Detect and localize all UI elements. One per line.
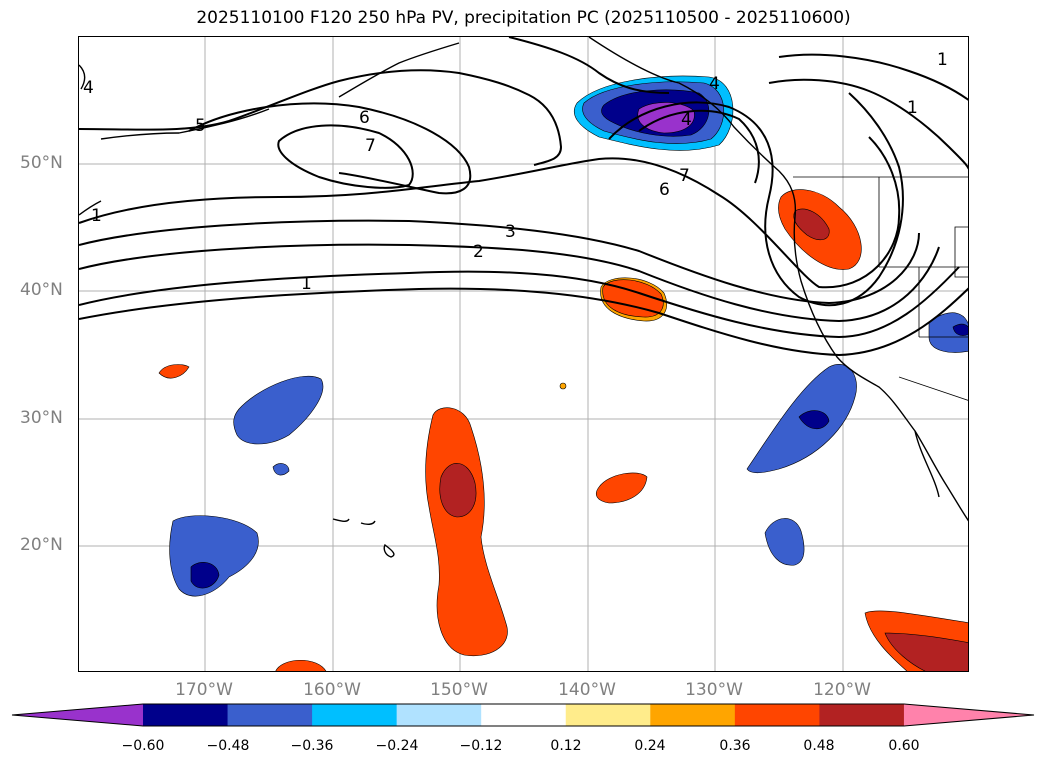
pv-contour-1 bbox=[79, 266, 960, 339]
precip-neg-20n-170w-core bbox=[190, 562, 220, 589]
contour-label: 4 bbox=[681, 110, 692, 130]
lon-tick-170w: 170°W bbox=[175, 680, 233, 700]
colorbar-outline bbox=[11, 703, 1035, 727]
precip-pos-33n bbox=[158, 364, 190, 379]
precip-neg-20n-170w bbox=[169, 515, 259, 597]
contour-label: 5 bbox=[195, 116, 206, 136]
contour-labels: 4 5 6 7 4 3 2 1 1 7 6 4 1 1 bbox=[83, 50, 948, 294]
precip-pos-central-band bbox=[425, 407, 508, 657]
colorbar-segment bbox=[734, 704, 820, 726]
lon-tick-120w: 120°W bbox=[813, 680, 871, 700]
pv-contour-1c bbox=[768, 78, 968, 170]
colorbar-segment bbox=[903, 704, 1034, 726]
coastline-alaska-peninsula bbox=[338, 42, 460, 98]
coastline-west-edge bbox=[79, 200, 102, 216]
colorbar-segment bbox=[12, 704, 143, 726]
colorbar-segment bbox=[312, 704, 398, 726]
contour-label: 7 bbox=[679, 166, 690, 186]
map-panel: 4 5 6 7 4 3 2 1 1 7 6 4 1 1 bbox=[78, 36, 969, 672]
colorbar-tick-label: −0.60 bbox=[121, 738, 165, 754]
border-box bbox=[954, 226, 968, 278]
borders bbox=[793, 176, 968, 401]
contour-label: 3 bbox=[505, 222, 516, 242]
precip-pos-nw-core bbox=[793, 208, 830, 241]
colorbar-tick-label: −0.12 bbox=[459, 738, 503, 754]
colorbar-segment bbox=[819, 704, 905, 726]
lon-tick-130w: 130°W bbox=[685, 680, 743, 700]
precip-neg-small bbox=[272, 463, 290, 476]
contour-label: 6 bbox=[359, 108, 370, 128]
coastlines bbox=[79, 37, 968, 558]
map-svg: 4 5 6 7 4 3 2 1 1 7 6 4 1 1 bbox=[79, 37, 968, 671]
lat-tick-20n: 20°N bbox=[20, 535, 63, 555]
pv-contour-2 bbox=[79, 243, 940, 323]
lon-tick-140w: 140°W bbox=[558, 680, 616, 700]
pv-contour-1d bbox=[778, 53, 968, 101]
colorbar-segment bbox=[481, 704, 567, 726]
precip-pos-bottom-right-core bbox=[884, 632, 968, 671]
pv-contour-1b bbox=[79, 287, 968, 357]
lat-tick-40n: 40°N bbox=[20, 280, 63, 300]
map-title: 2025110100 F120 250 hPa PV, precipitatio… bbox=[196, 8, 851, 28]
pv-contours bbox=[79, 37, 968, 357]
coastline-alaska-west bbox=[79, 64, 86, 90]
colorbar-tick-label: 0.48 bbox=[803, 738, 835, 754]
border-us-mexico bbox=[898, 376, 968, 401]
pv-contour-4b bbox=[508, 37, 670, 94]
precip-neg-20n-125w bbox=[764, 518, 805, 566]
pv-contour-7 bbox=[277, 124, 414, 189]
colorbar-segment bbox=[227, 704, 313, 726]
contour-label: 2 bbox=[473, 242, 484, 262]
precip-pos-40n bbox=[602, 279, 664, 318]
colorbar-tick-label: −0.24 bbox=[375, 738, 419, 754]
contour-label: 6 bbox=[659, 180, 670, 200]
coastline-hawaii bbox=[332, 518, 395, 558]
coastline-aleutians bbox=[100, 108, 270, 140]
precip-pos-dot bbox=[559, 382, 567, 390]
colorbar-tick-label: −0.48 bbox=[206, 738, 250, 754]
lon-tick-150w: 150°W bbox=[430, 680, 488, 700]
border-states bbox=[878, 177, 968, 338]
lon-tick-160w: 160°W bbox=[303, 680, 361, 700]
contour-label: 4 bbox=[709, 74, 720, 94]
colorbar-tick-label: 0.24 bbox=[634, 738, 666, 754]
pv-contour-5 bbox=[79, 69, 563, 166]
precip-neg-30n-165w bbox=[233, 375, 324, 445]
contour-label: 1 bbox=[91, 206, 102, 226]
lat-tick-30n: 30°N bbox=[20, 408, 63, 428]
precip-pos-central-core bbox=[439, 463, 477, 518]
pv-contour-6b bbox=[608, 92, 904, 307]
pv-contour-4 bbox=[79, 136, 901, 289]
colorbar bbox=[11, 703, 1035, 727]
colorbar-segment bbox=[396, 704, 482, 726]
contour-label: 1 bbox=[907, 98, 918, 118]
pv-contour-7b bbox=[638, 109, 760, 184]
lat-tick-50n: 50°N bbox=[20, 153, 63, 173]
colorbar-tick-label: 0.36 bbox=[719, 738, 751, 754]
precip-shading bbox=[158, 75, 968, 671]
coastline-north-america bbox=[588, 37, 968, 522]
precip-pos-bottom-left bbox=[275, 660, 326, 671]
precip-neg-ca bbox=[928, 312, 968, 353]
precip-pos-24n bbox=[596, 472, 648, 504]
colorbar-segments bbox=[12, 704, 1034, 726]
precip-neg-30n-125w-core bbox=[798, 410, 830, 430]
contour-label: 4 bbox=[83, 78, 94, 98]
colorbar-segment bbox=[650, 704, 736, 726]
pv-contour-6 bbox=[188, 102, 472, 195]
colorbar-tick-label: −0.36 bbox=[290, 738, 334, 754]
contour-label: 1 bbox=[301, 274, 312, 294]
contour-label: 7 bbox=[365, 136, 376, 156]
colorbar-segment bbox=[565, 704, 651, 726]
coastline-baja bbox=[914, 430, 940, 498]
contour-label: 1 bbox=[937, 50, 948, 70]
colorbar-tick-label: 0.12 bbox=[550, 738, 582, 754]
colorbar-tick-label: 0.60 bbox=[888, 738, 920, 754]
precip-neg-ca-core bbox=[952, 323, 968, 336]
colorbar-segment bbox=[143, 704, 229, 726]
